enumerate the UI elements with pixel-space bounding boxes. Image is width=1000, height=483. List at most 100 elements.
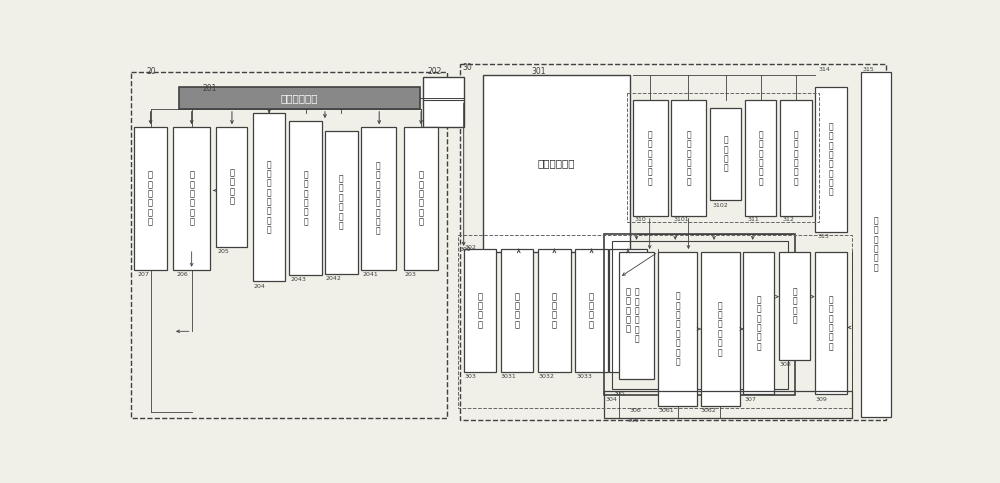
Bar	[253, 114, 285, 281]
Text: 3102: 3102	[712, 203, 728, 208]
Bar	[780, 100, 812, 216]
Text: 205: 205	[217, 249, 229, 254]
Text: 308: 308	[779, 362, 791, 367]
Text: 310: 310	[635, 217, 647, 222]
Text: 2041: 2041	[362, 272, 378, 277]
Bar	[458, 235, 852, 408]
Bar	[460, 64, 886, 420]
Bar	[779, 252, 810, 360]
Text: 303: 303	[464, 374, 476, 379]
Text: 中
央
处
理
器: 中 央 处 理 器	[625, 287, 630, 334]
Text: 接
单
单
元: 接 单 单 元	[552, 292, 557, 329]
Bar	[501, 249, 533, 372]
Text: 201: 201	[202, 84, 217, 93]
Text: 3031: 3031	[501, 374, 517, 379]
Text: 3101: 3101	[674, 217, 689, 222]
Bar	[671, 100, 706, 216]
Text: 3033: 3033	[577, 374, 593, 379]
Text: 第
三
报
警
提
示
模
块: 第 三 报 警 提 示 模 块	[829, 122, 833, 197]
Text: 第二通信模块: 第二通信模块	[281, 93, 318, 103]
Bar	[289, 121, 322, 275]
Bar	[131, 72, 447, 418]
Text: 服
务
评
价
模
块: 服 务 评 价 模 块	[794, 130, 798, 186]
Text: 第
二
分
析
单
元: 第 二 分 析 单 元	[303, 170, 308, 226]
Bar	[216, 127, 247, 247]
Text: 302: 302	[464, 245, 476, 250]
Bar	[404, 127, 438, 270]
Bar	[633, 100, 668, 216]
Bar	[483, 75, 630, 252]
Text: 第三通信模块: 第三通信模块	[538, 158, 575, 169]
Text: 30: 30	[462, 63, 472, 71]
Text: 车
辆
定
位
直
控
模
块: 车 辆 定 位 直 控 模 块	[376, 161, 381, 236]
Text: 206: 206	[176, 272, 188, 277]
Bar	[173, 127, 210, 270]
Bar	[745, 100, 776, 216]
Text: 207: 207	[137, 272, 149, 277]
Text: 导
航
模
块: 导 航 模 块	[477, 292, 482, 329]
Bar	[361, 127, 396, 270]
Text: 检
测
判
断
模
块: 检 测 判 断 模 块	[635, 288, 639, 343]
Text: 204: 204	[254, 284, 266, 288]
Text: 313: 313	[817, 233, 829, 239]
Bar	[325, 131, 358, 273]
Text: 305: 305	[613, 391, 625, 396]
Text: 票
普
打
印
模
块: 票 普 打 印 模 块	[758, 130, 763, 186]
Text: 照
片
信
息
采
集
单
元: 照 片 信 息 采 集 单 元	[675, 292, 680, 366]
Bar	[701, 252, 740, 406]
Text: 费
用
计
价
单
元: 费 用 计 价 单 元	[648, 130, 652, 186]
Text: 通
话
单
元: 通 话 单 元	[589, 292, 594, 329]
Text: 2043: 2043	[290, 277, 306, 283]
Text: 第
一
分
析
单
元: 第 一 分 析 单 元	[339, 174, 344, 230]
Text: 车
费
显
示
模
块: 车 费 显 示 模 块	[829, 295, 833, 351]
Text: 306: 306	[630, 408, 641, 412]
Bar	[658, 252, 697, 406]
Text: 费
用
比
价
单
元: 费 用 比 价 单 元	[686, 130, 691, 186]
Bar	[538, 249, 571, 372]
Bar	[609, 249, 647, 372]
Text: 接
收
下
单
模
块: 接 收 下 单 模 块	[419, 170, 424, 227]
Text: 收
费
模
块: 收 费 模 块	[723, 136, 728, 173]
Bar	[604, 233, 795, 395]
Text: 3061: 3061	[658, 408, 674, 412]
Text: 第
二
报
警
模
块: 第 二 报 警 模 块	[148, 170, 153, 227]
Text: 301: 301	[531, 67, 546, 76]
Bar	[179, 87, 420, 109]
Bar	[464, 249, 496, 372]
Bar	[815, 252, 847, 395]
Text: 信
息
发
布
模
块: 信 息 发 布 模 块	[874, 216, 878, 272]
Text: 2042: 2042	[326, 276, 342, 281]
Text: 20: 20	[147, 67, 156, 76]
Text: 314: 314	[819, 67, 830, 72]
Text: 存
储
模
块: 存 储 模 块	[229, 169, 234, 205]
Text: 309: 309	[816, 397, 827, 402]
Bar	[743, 252, 774, 395]
Text: 分
析
对
比
单
元: 分 析 对 比 单 元	[718, 301, 723, 357]
Text: 票
表
查
询
模
块: 票 表 查 询 模 块	[189, 170, 194, 227]
Text: 第
三
统
计
分
析
单
元: 第 三 统 计 分 析 单 元	[267, 160, 271, 235]
Text: 306: 306	[627, 418, 639, 423]
Bar	[604, 391, 852, 417]
Text: 3062: 3062	[700, 408, 716, 412]
Bar	[612, 241, 788, 389]
Bar	[619, 252, 654, 379]
Bar	[134, 127, 167, 270]
Text: 307: 307	[745, 397, 757, 402]
Text: 合
乘
计
价
模
块: 合 乘 计 价 模 块	[757, 295, 761, 351]
Text: 311: 311	[747, 217, 759, 222]
Text: 202: 202	[427, 67, 442, 76]
Bar	[710, 108, 741, 200]
Text: 接
示
单
元: 接 示 单 元	[515, 292, 520, 329]
Text: 315: 315	[863, 67, 875, 72]
Text: 203: 203	[405, 272, 417, 277]
Text: 312: 312	[782, 217, 794, 222]
Bar	[575, 249, 608, 372]
Text: 304: 304	[606, 397, 617, 402]
Text: 显
示
模
块: 显 示 模 块	[792, 287, 797, 325]
Text: 3032: 3032	[538, 374, 554, 379]
Text: 302: 302	[460, 247, 472, 252]
Bar	[423, 77, 464, 127]
Bar	[861, 72, 891, 417]
Bar	[627, 93, 819, 222]
Bar	[815, 87, 847, 232]
